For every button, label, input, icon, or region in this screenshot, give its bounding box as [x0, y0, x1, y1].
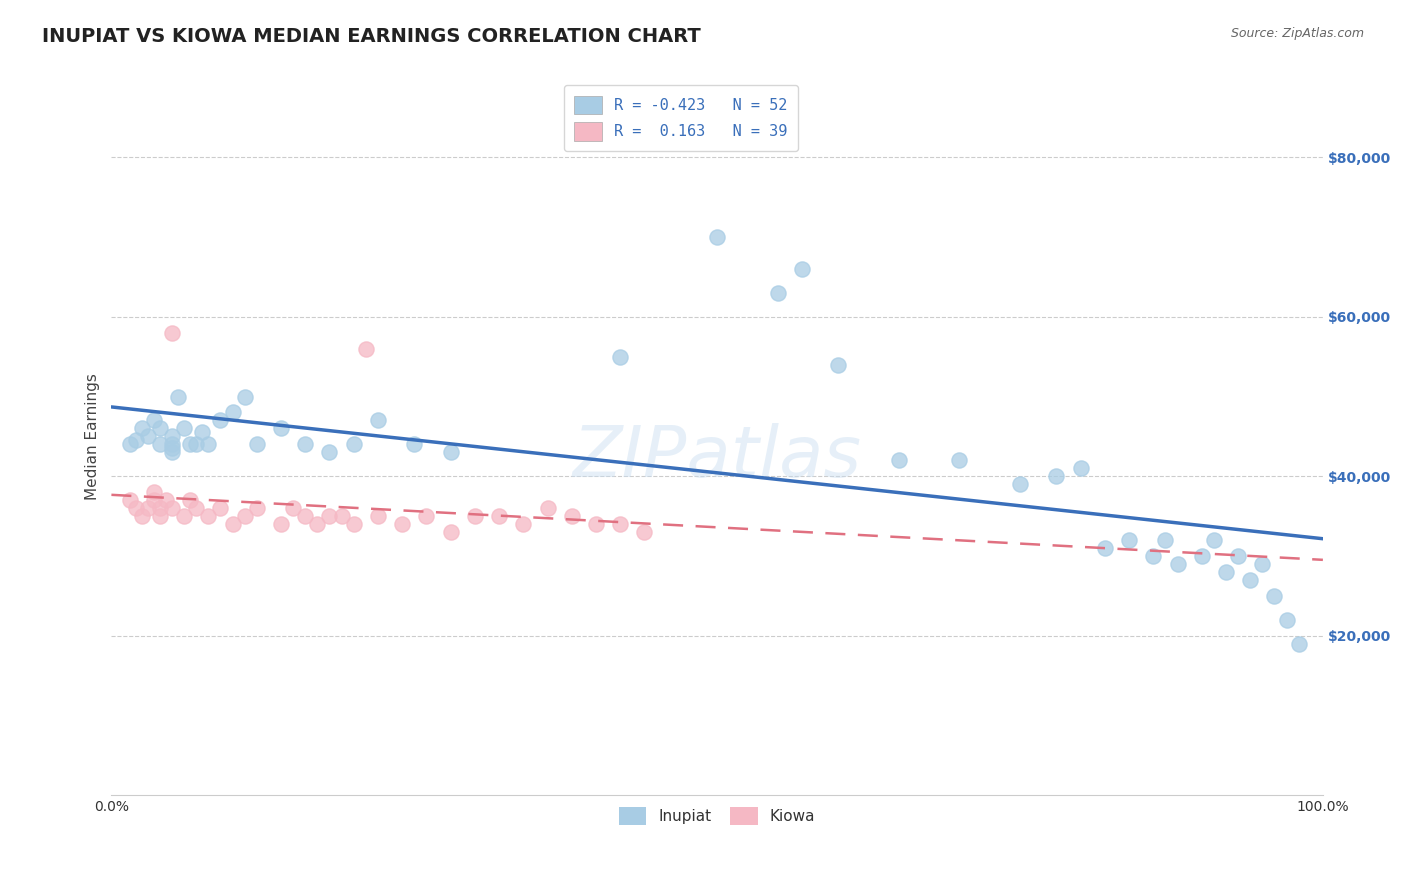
Point — [609, 350, 631, 364]
Point — [270, 421, 292, 435]
Point — [124, 434, 146, 448]
Point — [131, 509, 153, 524]
Point — [948, 453, 970, 467]
Point — [561, 509, 583, 524]
Point — [179, 493, 201, 508]
Point — [186, 501, 208, 516]
Point — [142, 493, 165, 508]
Point — [585, 517, 607, 532]
Point — [197, 437, 219, 451]
Point — [440, 445, 463, 459]
Point — [246, 437, 269, 451]
Point — [415, 509, 437, 524]
Point — [488, 509, 510, 524]
Point — [307, 517, 329, 532]
Point — [233, 390, 256, 404]
Point — [221, 405, 243, 419]
Point — [536, 501, 558, 516]
Point — [404, 437, 426, 451]
Point — [790, 261, 813, 276]
Point — [1070, 461, 1092, 475]
Point — [149, 437, 172, 451]
Point — [209, 501, 232, 516]
Point — [1288, 637, 1310, 651]
Point — [512, 517, 534, 532]
Point — [706, 230, 728, 244]
Point — [149, 501, 172, 516]
Point — [1094, 541, 1116, 555]
Point — [440, 525, 463, 540]
Point — [160, 437, 183, 451]
Point — [167, 390, 190, 404]
Point — [173, 509, 195, 524]
Point — [766, 285, 789, 300]
Point — [827, 358, 849, 372]
Point — [186, 437, 208, 451]
Point — [270, 517, 292, 532]
Point — [197, 509, 219, 524]
Point — [1215, 565, 1237, 579]
Point — [1008, 477, 1031, 491]
Y-axis label: Median Earnings: Median Earnings — [86, 373, 100, 500]
Text: INUPIAT VS KIOWA MEDIAN EARNINGS CORRELATION CHART: INUPIAT VS KIOWA MEDIAN EARNINGS CORRELA… — [42, 27, 702, 45]
Point — [294, 509, 316, 524]
Point — [131, 421, 153, 435]
Point — [160, 429, 183, 443]
Point — [246, 501, 269, 516]
Point — [1154, 533, 1177, 548]
Point — [343, 437, 366, 451]
Point — [1263, 589, 1285, 603]
Point — [367, 413, 389, 427]
Point — [179, 437, 201, 451]
Point — [160, 442, 183, 456]
Point — [887, 453, 910, 467]
Legend: Inupiat, Kiowa: Inupiat, Kiowa — [610, 797, 824, 834]
Text: Source: ZipAtlas.com: Source: ZipAtlas.com — [1230, 27, 1364, 40]
Point — [1142, 549, 1164, 563]
Point — [155, 493, 177, 508]
Point — [149, 421, 172, 435]
Point — [1275, 613, 1298, 627]
Point — [160, 326, 183, 340]
Point — [136, 501, 159, 516]
Point — [1202, 533, 1225, 548]
Point — [142, 413, 165, 427]
Point — [233, 509, 256, 524]
Point — [1239, 573, 1261, 587]
Point — [1191, 549, 1213, 563]
Point — [209, 413, 232, 427]
Point — [160, 501, 183, 516]
Point — [1251, 557, 1274, 571]
Point — [118, 437, 141, 451]
Point — [330, 509, 353, 524]
Point — [221, 517, 243, 532]
Point — [1227, 549, 1250, 563]
Point — [124, 501, 146, 516]
Point — [609, 517, 631, 532]
Point — [1045, 469, 1067, 483]
Point — [118, 493, 141, 508]
Point — [1118, 533, 1140, 548]
Point — [318, 509, 340, 524]
Point — [633, 525, 655, 540]
Point — [136, 429, 159, 443]
Point — [367, 509, 389, 524]
Point — [142, 485, 165, 500]
Point — [464, 509, 486, 524]
Text: ZIPatlas: ZIPatlas — [572, 424, 862, 492]
Point — [281, 501, 304, 516]
Point — [149, 509, 172, 524]
Point — [191, 425, 214, 440]
Point — [354, 342, 377, 356]
Point — [391, 517, 413, 532]
Point — [173, 421, 195, 435]
Point — [294, 437, 316, 451]
Point — [343, 517, 366, 532]
Point — [160, 445, 183, 459]
Point — [318, 445, 340, 459]
Point — [1166, 557, 1188, 571]
